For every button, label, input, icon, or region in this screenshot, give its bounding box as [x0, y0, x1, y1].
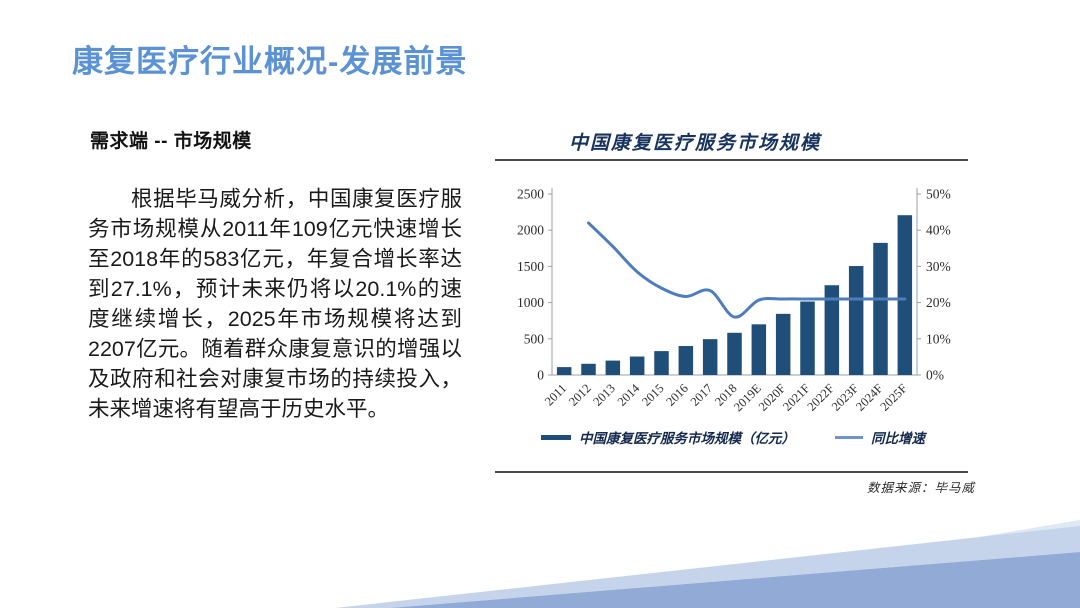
left-axis-tick-label: 500 — [524, 331, 545, 346]
chart-top-rule — [495, 159, 968, 161]
deco-wedge-light — [335, 526, 1080, 608]
chart-title: 中国康复医疗服务市场规模 — [568, 133, 821, 154]
bar-2016 — [678, 346, 694, 375]
left-axis-tick-label: 1000 — [517, 295, 544, 310]
legend-label-bars: 中国康复医疗服务市场规模（亿元） — [579, 431, 795, 446]
x-axis-label-2013: 2013 — [590, 381, 618, 409]
bottom-decoration — [335, 520, 1080, 608]
body-paragraph: 根据毕马威分析，中国康复医疗服务市场规模从2011年109亿元快速增长至2018… — [88, 187, 462, 421]
chart-legend: 中国康复医疗服务市场规模（亿元） 同比增速 — [490, 427, 976, 447]
right-axis-tick-label: 0% — [926, 368, 944, 383]
bar-2015 — [654, 351, 669, 375]
bar-2022F — [824, 285, 840, 375]
x-axis-label-2016: 2016 — [663, 381, 691, 409]
x-axis-label-2024F: 2024F — [853, 381, 886, 414]
bar-2020F — [775, 313, 791, 375]
bar-2014 — [629, 356, 645, 375]
right-axis-tick-label: 40% — [926, 223, 951, 238]
bar-2012 — [581, 363, 596, 375]
x-axis-label-2014: 2014 — [615, 381, 643, 409]
x-axis-label-2015: 2015 — [639, 381, 667, 409]
legend-item-bars: 中国康复医疗服务市场规模（亿元） — [541, 427, 795, 447]
x-axis-label-2023F: 2023F — [829, 381, 862, 414]
chart-bottom-rule — [495, 471, 968, 473]
bar-2019E — [751, 324, 767, 375]
bar-2024F — [873, 242, 888, 375]
x-axis-label-2021F: 2021F — [780, 381, 813, 414]
section-heading: 需求端 -- 市场规模 — [90, 131, 252, 152]
right-axis-tick-label: 20% — [926, 295, 951, 310]
x-axis-label-2011: 2011 — [542, 381, 569, 408]
left-axis-tick-label: 0 — [537, 368, 544, 383]
chart-panel: 中国康复医疗服务市场规模 0 500 1000 1500 2000 2500 0% 10% 20… — [490, 128, 990, 500]
right-axis-tick-label: 50% — [926, 187, 951, 202]
legend-item-line: 同比增速 — [835, 427, 925, 447]
market-size-combo-chart: 0 500 1000 1500 2000 2500 0% 10% 20% 30% 40% 50% 201… — [517, 187, 951, 415]
x-axis-label-2012: 2012 — [566, 381, 594, 409]
right-axis-tick-label: 30% — [926, 259, 951, 274]
left-axis-tick-label: 1500 — [517, 259, 544, 274]
bar-2018 — [727, 332, 742, 375]
bar-2021F — [800, 301, 815, 375]
legend-label-line: 同比增速 — [871, 431, 925, 446]
x-axis-label-2019E: 2019E — [731, 381, 764, 414]
deco-wedge-medium — [390, 552, 1080, 608]
line-series-swatch-icon — [835, 435, 863, 439]
right-axis-tick-label: 10% — [926, 331, 951, 346]
left-axis-tick-label: 2500 — [517, 187, 544, 202]
growth-rate-line — [587, 221, 907, 319]
x-axis-label-2017: 2017 — [688, 381, 716, 409]
bar-2023F — [848, 266, 864, 375]
x-axis-label-2022F: 2022F — [804, 381, 837, 414]
bar-2025F — [897, 215, 913, 375]
bar-series-swatch-icon — [541, 434, 571, 440]
x-axis-label-2020F: 2020F — [756, 381, 789, 414]
x-axis-label-2025F: 2025F — [877, 381, 910, 414]
bar-2011 — [556, 367, 572, 375]
left-axis-tick-label: 2000 — [517, 223, 544, 238]
data-source-note: 数据来源：毕马威 — [866, 481, 975, 495]
bar-2013 — [605, 360, 621, 375]
bar-2017 — [702, 339, 718, 375]
slide-title: 康复医疗行业概况-发展前景 — [72, 44, 468, 79]
